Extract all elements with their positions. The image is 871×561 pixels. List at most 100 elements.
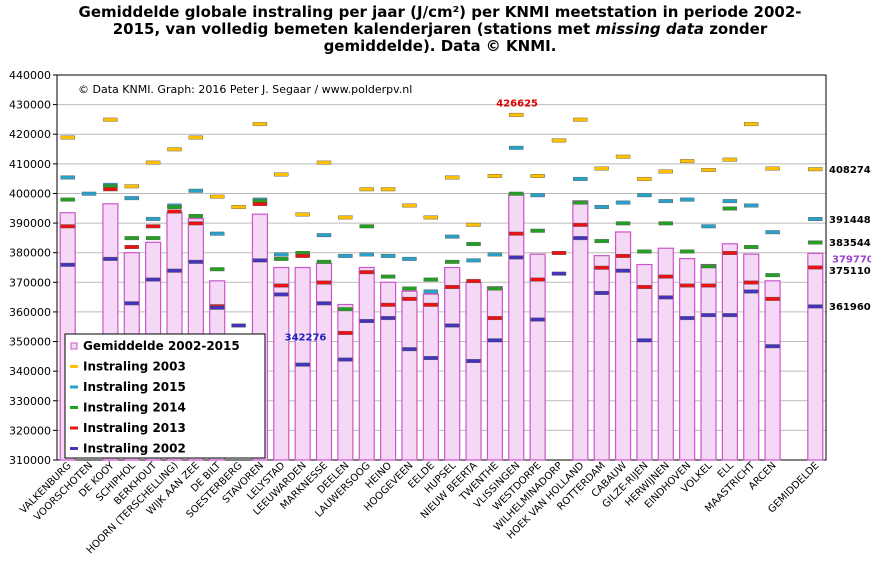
marker-4 <box>188 221 204 226</box>
bar <box>422 293 439 461</box>
marker-5 <box>551 271 567 276</box>
marker-5 <box>466 359 481 363</box>
marker-2 <box>744 203 759 208</box>
y-tick-label: 330000 <box>9 395 51 408</box>
marker-4 <box>252 202 268 207</box>
marker-4 <box>60 224 75 229</box>
marker-3 <box>637 249 652 254</box>
y-tick-label: 310000 <box>9 454 51 467</box>
marker-2 <box>573 176 588 181</box>
marker-4 <box>808 265 823 270</box>
y-tick-label: 350000 <box>9 336 51 349</box>
marker-1 <box>295 212 310 217</box>
y-tick-label: 340000 <box>9 365 51 378</box>
legend-label: Instraling 2002 <box>83 442 186 456</box>
marker-2 <box>359 252 374 257</box>
value-annotation: 342276 <box>285 332 327 343</box>
y-tick-label: 370000 <box>9 276 51 289</box>
marker-5 <box>594 290 609 295</box>
marker-1 <box>594 166 609 171</box>
marker-2 <box>765 230 780 235</box>
marker-4 <box>530 277 545 282</box>
marker-1 <box>188 135 204 140</box>
plot-area <box>56 74 827 461</box>
bar <box>743 253 760 461</box>
marker-4 <box>316 280 332 285</box>
marker-1 <box>551 138 567 143</box>
bar <box>529 253 546 461</box>
marker-5 <box>145 277 161 282</box>
bar <box>444 266 461 461</box>
marker-3 <box>615 221 631 226</box>
marker-4 <box>423 302 439 307</box>
legend-swatch <box>70 426 78 430</box>
legend-box <box>64 333 266 459</box>
marker-4 <box>637 285 652 289</box>
marker-1 <box>124 184 139 189</box>
marker-1 <box>679 159 695 164</box>
marker-2 <box>701 224 716 229</box>
marker-3 <box>744 245 759 249</box>
marker-3 <box>402 286 417 291</box>
marker-2 <box>530 193 545 198</box>
marker-4 <box>722 250 738 255</box>
marker-3 <box>380 274 396 279</box>
marker-3 <box>808 240 823 245</box>
y-tick-label: 320000 <box>9 424 51 437</box>
marker-3 <box>466 242 481 247</box>
marker-5 <box>423 356 439 361</box>
marker-2 <box>615 200 631 205</box>
legend-swatch <box>70 365 78 368</box>
marker-1 <box>765 166 780 171</box>
marker-4 <box>380 302 396 307</box>
marker-4 <box>124 245 139 249</box>
marker-5 <box>295 362 310 367</box>
marker-3 <box>124 236 139 241</box>
bar <box>337 303 354 461</box>
marker-3 <box>423 277 439 282</box>
marker-5 <box>573 236 588 241</box>
marker-5 <box>615 268 631 273</box>
marker-1 <box>744 122 759 127</box>
marker-3 <box>316 259 332 264</box>
legend-swatch <box>70 342 78 350</box>
bar <box>614 231 632 461</box>
year-markers <box>60 112 823 367</box>
marker-4 <box>551 250 567 255</box>
marker-5 <box>380 316 396 321</box>
marker-1 <box>252 122 268 127</box>
marker-2 <box>509 145 524 150</box>
marker-4 <box>594 265 609 270</box>
marker-2 <box>81 191 97 196</box>
marker-5 <box>658 295 673 300</box>
marker-5 <box>530 317 545 322</box>
marker-4 <box>295 253 310 258</box>
bar <box>636 263 653 461</box>
marker-4 <box>359 270 374 275</box>
marker-2 <box>658 199 673 204</box>
marker-2 <box>679 197 695 202</box>
marker-2 <box>316 233 332 238</box>
marker-3 <box>444 259 460 264</box>
bar <box>486 286 504 461</box>
y-tick-label: 420000 <box>9 128 51 141</box>
marker-4 <box>658 274 673 279</box>
marker-2 <box>466 258 481 263</box>
marker-5 <box>808 304 823 309</box>
marker-5 <box>252 258 268 263</box>
marker-1 <box>316 160 332 165</box>
bar <box>315 262 333 461</box>
marker-4 <box>167 209 182 214</box>
marker-1 <box>701 168 716 172</box>
marker-4 <box>444 285 460 289</box>
marker-2 <box>808 217 823 221</box>
marker-5 <box>60 262 75 267</box>
marker-2 <box>210 231 225 236</box>
legend-swatch <box>70 447 78 450</box>
marker-3 <box>359 224 374 229</box>
marker-2 <box>594 205 609 209</box>
marker-2 <box>338 253 353 258</box>
marker-3 <box>338 307 353 312</box>
marker-3 <box>487 286 503 291</box>
marker-3 <box>722 206 738 211</box>
